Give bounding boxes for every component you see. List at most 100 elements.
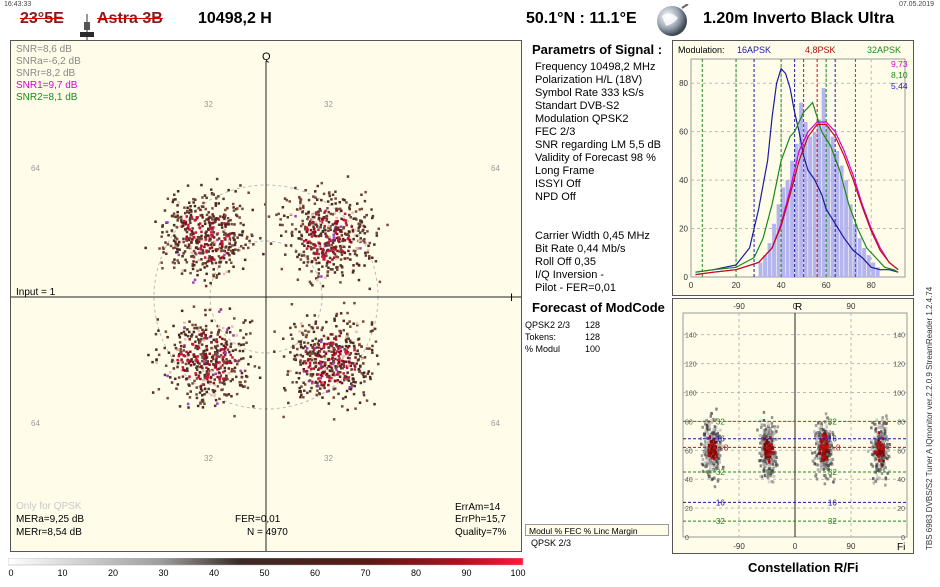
iq-sample-point: [341, 198, 345, 201]
iq-sample-point: [247, 246, 250, 250]
r-fi-sample-point: [774, 454, 777, 458]
iq-sample-point: [337, 392, 340, 396]
iq-sample-point: [342, 360, 346, 363]
iq-sample-point: [182, 240, 185, 244]
parameter-line: Standart DVB-S2: [535, 100, 620, 112]
r-fi-sample-point: [703, 432, 706, 436]
iq-sample-point: [336, 373, 339, 376]
r-fi-sample-point: [701, 463, 705, 467]
r-fi-core-point: [875, 450, 879, 454]
histogram-bar: [812, 131, 817, 277]
iq-sample-point: [180, 351, 183, 354]
r-fi-sample-point: [765, 469, 769, 473]
iq-sample-point: [192, 201, 195, 204]
iq-sample-point: [225, 270, 229, 274]
iq-sample-point: [184, 211, 187, 215]
iq-sample-point: [221, 381, 224, 385]
iq-sample-point: [227, 326, 231, 330]
r-fi-sample-point: [811, 451, 814, 455]
iq-sample-point: [348, 339, 352, 342]
iq-sample-point: [327, 243, 330, 247]
r-fi-sample-point: [817, 434, 820, 438]
iq-sample-point: [200, 244, 203, 247]
r-fi-core-point: [821, 453, 824, 457]
r-fi-sample-point: [759, 458, 763, 462]
iq-sample-point: [348, 203, 352, 207]
iq-sample-point: [238, 233, 241, 237]
iq-sample-point: [299, 201, 302, 205]
iq-sample-point: [343, 378, 346, 382]
iq-sample-point: [373, 402, 376, 406]
r-fi-sample-point: [879, 423, 883, 427]
r-fi-sample-point: [831, 457, 835, 461]
iq-sample-point: [301, 211, 304, 214]
iq-sample-point: [201, 353, 204, 356]
iq-sample-point: [228, 350, 231, 354]
r-fi-sample-point: [878, 436, 881, 440]
iq-sample-point: [280, 234, 283, 237]
iq-sample-point: [345, 335, 348, 338]
parameter-line: Roll Off 0,35: [535, 256, 596, 268]
iq-sample-point: [205, 362, 208, 366]
r-fi-sample-point: [816, 456, 820, 460]
r-fi-core-point: [877, 431, 881, 435]
r-fi-core-point: [876, 452, 879, 456]
iq-sample-point: [205, 369, 209, 373]
iq-sample-point: [307, 210, 310, 214]
r-fi-core-point: [767, 443, 770, 447]
iq-sample-point: [298, 205, 302, 208]
histogram-legend-value: 8,10: [891, 70, 908, 80]
iq-sample-point: [352, 341, 355, 345]
iq-sample-point: [208, 363, 211, 366]
iq-sample-point: [179, 215, 183, 219]
r-fi-sample-point: [876, 433, 879, 437]
iq-sample-point: [164, 330, 168, 333]
r-fi-sample-point: [706, 459, 709, 463]
iq-sample-point: [214, 202, 217, 205]
color-scale-labels: 0 10 20 30 40 50 60 70 80 90 100: [0, 568, 540, 580]
iq-sample-point: [218, 378, 221, 381]
iq-sample-point: [200, 364, 203, 368]
iq-sample-point: [221, 348, 224, 351]
iq-sample-point: [194, 246, 198, 250]
iq-sample-point: [193, 326, 196, 330]
iq-sample-point: [224, 245, 228, 248]
iq-sample-point: [231, 251, 234, 255]
iq-sample-point: [231, 244, 234, 247]
iq-sample-point: [178, 360, 181, 363]
r-fi-sample-point: [717, 456, 720, 460]
iq-sample-point: [319, 221, 322, 224]
iq-sample-point: [187, 223, 190, 227]
r-fi-core-point: [880, 453, 883, 457]
r-fi-sample-point: [888, 443, 891, 446]
iq-sample-point: [341, 250, 345, 253]
iq-sample-point: [350, 368, 353, 371]
iq-sample-point: [318, 392, 322, 396]
iq-sample-point: [219, 363, 222, 366]
r-fi-sample-point: [766, 475, 770, 479]
iq-sample-point: [208, 308, 212, 312]
iq-sample-point: [172, 367, 176, 370]
iq-sample-point: [201, 196, 204, 199]
iq-sample-point: [354, 352, 357, 356]
r-fi-sample-point: [870, 453, 874, 456]
iq-sample-point: [187, 243, 191, 246]
iq-sample-point: [350, 361, 354, 365]
r-fi-sample-point: [876, 475, 880, 479]
iq-sample-point: [190, 229, 194, 233]
iq-sample-point: [315, 385, 319, 388]
iq-sample-point: [175, 225, 178, 229]
iq-sample-point: [193, 355, 197, 358]
iq-sample-point: [212, 390, 216, 394]
iq-sample-point: [313, 243, 316, 246]
iq-sample-point: [205, 356, 209, 359]
iq-sample-point: [190, 335, 193, 338]
iq-sample-point: [217, 371, 221, 374]
iq-sample-point: [210, 341, 213, 344]
iq-sample-point: [338, 329, 341, 333]
iq-sample-point: [207, 227, 210, 231]
r-fi-sample-point: [704, 465, 707, 469]
iq-sample-point: [199, 237, 203, 240]
iq-sample-point: [298, 230, 301, 234]
histogram-bar: [821, 88, 826, 277]
